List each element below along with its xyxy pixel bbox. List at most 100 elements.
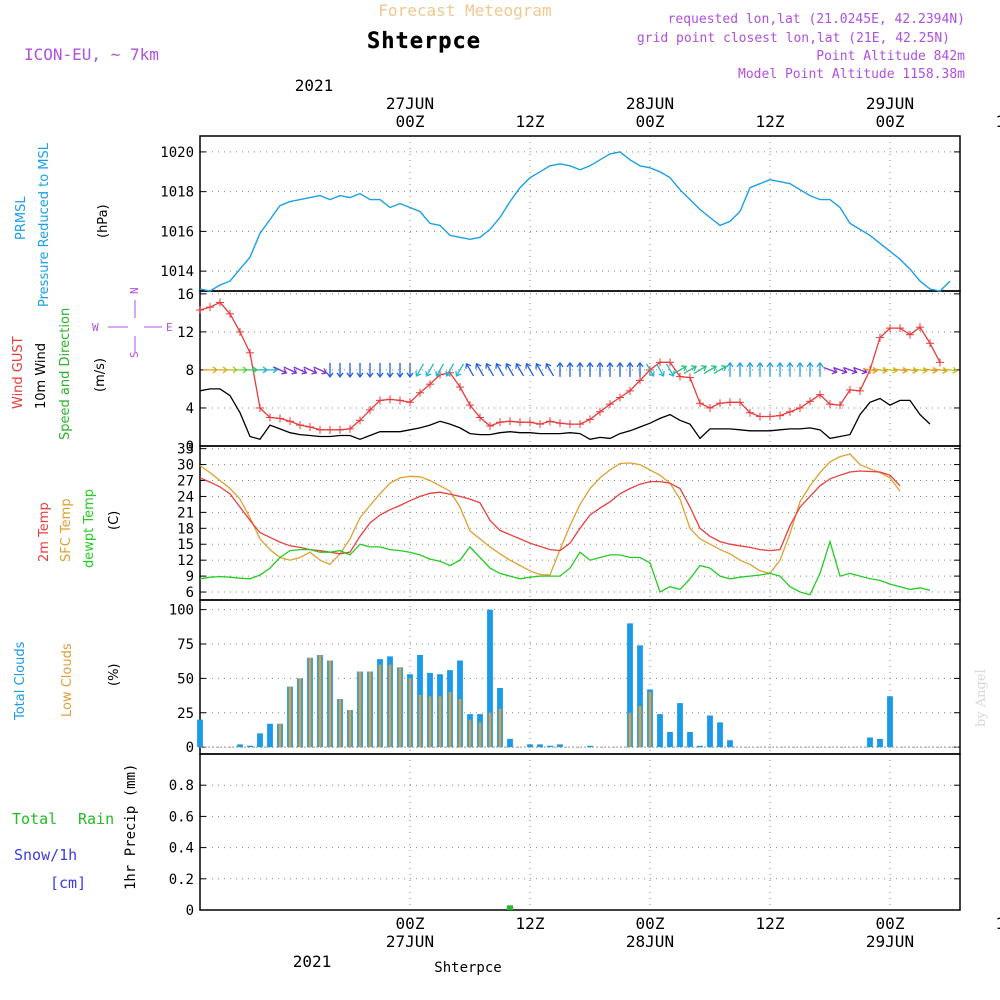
gust-marker: [556, 419, 564, 428]
low-cloud-bar: [308, 657, 312, 748]
wind-arrow: [505, 362, 515, 377]
total-cloud-bar: [887, 696, 893, 748]
gust-marker: [616, 393, 624, 402]
gust-marker: [566, 420, 574, 429]
total-cloud-bar: [707, 715, 713, 748]
gust-marker: [666, 358, 674, 367]
total-cloud-bar: [697, 745, 703, 748]
y-tick-label: 24: [177, 489, 194, 505]
wind-arrow: [816, 361, 824, 377]
panel-frame: [199, 599, 961, 755]
gust-marker: [326, 425, 334, 434]
total-cloud-bar: [537, 744, 543, 748]
y-tick-label: 50: [177, 671, 194, 687]
gust-marker: [896, 324, 904, 333]
wind-arrow: [475, 362, 485, 377]
y-tick-label: 0.6: [169, 809, 194, 825]
pressure-unit: (hPa): [96, 204, 111, 238]
wind-arrow: [713, 365, 728, 374]
gust-marker: [906, 330, 914, 339]
gust-marker: [286, 417, 294, 426]
header-requested: requested lon,lat (21.0245E, 42.2394N): [668, 12, 965, 27]
panel-frame: [199, 753, 961, 911]
total-cloud-bar: [627, 623, 633, 748]
gust-marker: [486, 422, 494, 431]
y-tick-label: 0.4: [169, 841, 194, 857]
watermark: by Angel: [974, 669, 989, 727]
wind-arrow: [796, 361, 804, 377]
low-cloud-bar: [438, 696, 442, 748]
y-tick-label: 0.8: [169, 778, 194, 794]
low-cloud-bar: [478, 722, 482, 748]
gust-marker: [786, 407, 794, 416]
gust-marker: [266, 413, 274, 422]
header-model-altitude: Model Point Altitude 1158.38m: [738, 67, 965, 82]
gust-marker: [756, 412, 764, 421]
y-tick-label: 25: [177, 706, 194, 722]
y-tick-label: 4: [186, 401, 194, 417]
wind-arrow: [525, 362, 535, 377]
wind-arrow: [515, 362, 525, 377]
gust-marker: [606, 400, 614, 409]
wind-arrow: [356, 362, 364, 378]
gust-marker: [696, 399, 704, 408]
y-tick-label: 0: [186, 903, 194, 919]
rain-bar: [507, 905, 513, 910]
gust-marker: [536, 420, 544, 429]
gust-marker: [276, 414, 284, 423]
sfc-temp-line: [199, 453, 901, 576]
wind-arrow: [683, 365, 698, 374]
gust-marker: [836, 401, 844, 410]
wind-compass: W E N S: [92, 287, 173, 358]
low-cloud-bar: [638, 705, 642, 748]
wind-arrow: [465, 362, 475, 377]
low-cloud-bar: [338, 699, 342, 748]
y-tick-label: 100: [169, 603, 194, 619]
wind-arrow: [786, 361, 794, 377]
gust-marker: [846, 385, 854, 394]
gust-marker: [496, 418, 504, 427]
y-tick-label: 0: [186, 439, 194, 455]
wind-arrow: [273, 366, 288, 375]
y-tick-label: 12: [177, 325, 194, 341]
gust-marker: [296, 421, 304, 430]
total-cloud-bar: [267, 723, 273, 748]
gust-marker: [516, 418, 524, 427]
wind-unit: (m/s): [93, 358, 108, 392]
compass-w-label: W: [92, 321, 99, 334]
y-tick-label: 33: [177, 442, 194, 458]
gust-marker: [826, 400, 834, 409]
y-tick-label: 6: [186, 585, 194, 601]
low-cloud-bar: [398, 667, 402, 748]
y-tick-label: 16: [177, 287, 194, 303]
wind-arrow: [425, 363, 435, 377]
wind-arrow: [843, 366, 858, 375]
gust-marker: [876, 333, 884, 342]
footer-station: Shterpce: [434, 960, 501, 976]
gust-marker: [476, 413, 484, 422]
precip-axis-label: 1hr Precip (mm): [123, 764, 139, 890]
low-cloud-bar: [488, 712, 492, 748]
wind-arrow: [366, 362, 374, 378]
wind-arrow: [545, 362, 555, 377]
gust-marker: [456, 383, 464, 392]
wind-label-10m: 10m Wind: [34, 343, 49, 409]
wind-arrow: [586, 361, 594, 377]
top-hour-label: 00Z: [876, 112, 905, 131]
top-hour-label: 12Z: [516, 112, 545, 131]
header-point-altitude: Point Altitude 842m: [816, 49, 965, 64]
gust-marker: [716, 399, 724, 408]
top-hour-label: 12Z: [996, 112, 1000, 131]
y-tick-label: 21: [177, 505, 194, 521]
wind-arrow: [566, 361, 574, 377]
total-cloud-bar: [197, 719, 203, 748]
gust-marker: [366, 405, 374, 414]
precip-label-snow: Snow/1h: [14, 846, 77, 864]
total-cloud-bar: [487, 609, 493, 748]
panel-1: 1014 1016 1018 1020: [160, 135, 961, 292]
gust-marker: [246, 348, 254, 357]
gust-marker: [586, 415, 594, 424]
total-cloud-bar: [547, 745, 553, 748]
low-cloud-bar: [298, 678, 302, 748]
